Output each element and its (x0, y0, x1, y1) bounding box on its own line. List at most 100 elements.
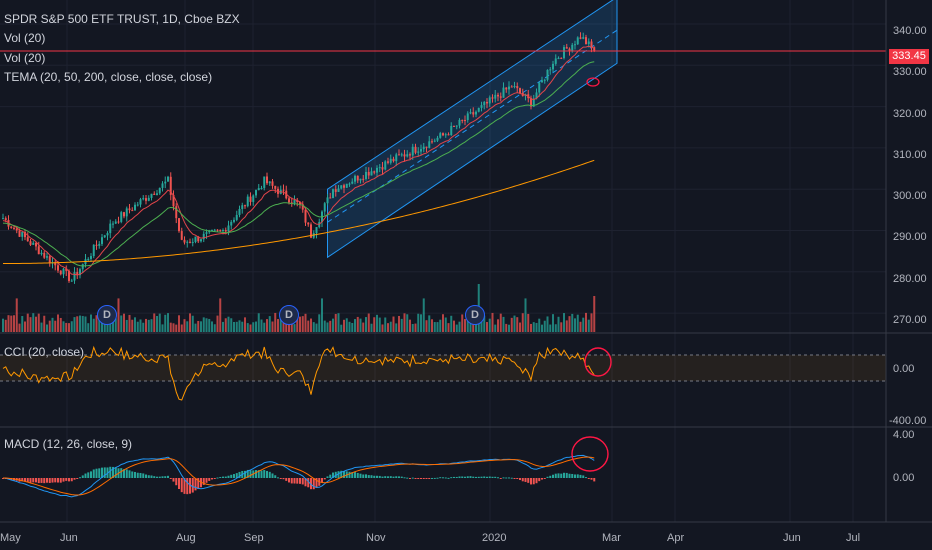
volume-bar (337, 313, 340, 332)
volume-bar (343, 319, 345, 332)
candle-body (351, 181, 354, 184)
candle-body (288, 198, 290, 203)
volume-bar (420, 314, 422, 332)
candle-body (332, 189, 334, 199)
macd-histogram-bar (296, 478, 299, 484)
regression-channel[interactable] (327, 0, 618, 259)
candle-body (508, 86, 510, 90)
volume-bar (334, 313, 337, 332)
candle-body (263, 176, 266, 188)
volume-bar (285, 323, 288, 332)
macd-histogram-bar (68, 478, 70, 482)
drawn-annotations[interactable] (571, 77, 612, 472)
candle-body (464, 120, 466, 122)
candle-body (428, 141, 431, 148)
macd-histogram-bar (290, 478, 293, 484)
volume-bar (200, 321, 202, 332)
candle-body (169, 176, 172, 195)
candle-body (447, 134, 450, 136)
candle-body (255, 190, 257, 196)
volume-bar (153, 313, 156, 332)
volume-bar (318, 314, 321, 332)
candle-body (4, 218, 7, 221)
candle-body (87, 258, 90, 260)
volume-bar (497, 319, 499, 332)
macd-histogram-bar (95, 468, 98, 478)
macd-indicator-label[interactable]: MACD (12, 26, close, 9) (4, 437, 133, 451)
macd-histogram-bar (65, 478, 68, 481)
macd-histogram-bar (436, 477, 439, 479)
macd-histogram-bar (519, 478, 521, 481)
macd-histogram-bar (123, 469, 125, 478)
candle-body (442, 133, 444, 136)
tema-lines (2, 45, 595, 276)
volume-bar (576, 314, 579, 332)
candle-body (417, 151, 420, 153)
price-tick: 270.00 (893, 314, 927, 326)
tema-indicator-label[interactable]: TEMA (20, 50, 200, close, close, close) (4, 70, 213, 84)
candle-body (450, 125, 453, 135)
volume-bar (205, 318, 208, 332)
volume-bar (571, 313, 574, 332)
dividend-badge[interactable]: D (279, 305, 299, 325)
macd-histogram-bar (508, 477, 510, 479)
volume-bar (29, 317, 32, 332)
candle-body (257, 188, 260, 191)
volume-bar (147, 319, 150, 332)
candle-body (224, 230, 227, 232)
vol-indicator-label-2[interactable]: Vol (20) (4, 51, 46, 65)
macd-histogram-bar (376, 475, 378, 478)
candle-body (453, 125, 455, 127)
macd-histogram-bar (293, 478, 296, 484)
macd-histogram-bar (189, 478, 191, 494)
volume-bar (13, 315, 15, 332)
volume-bar (505, 323, 508, 332)
symbol-title[interactable]: SPDR S&P 500 ETF TRUST, 1D, Cboe BZX (4, 12, 240, 26)
candle-body (114, 221, 117, 224)
dividend-badge[interactable]: D (97, 305, 117, 325)
macd-histogram-bar (282, 478, 285, 480)
macd-histogram-bar (164, 476, 167, 478)
volume-bar (24, 321, 26, 332)
candle-body (153, 193, 156, 195)
macd-histogram-bar (329, 474, 332, 478)
macd-histogram-bar (246, 469, 249, 478)
cci-indicator-label[interactable]: CCI (20, close) (4, 345, 85, 359)
candle-body (436, 137, 439, 141)
macd-histogram-bar (37, 478, 40, 484)
macd-histogram-bar (299, 478, 301, 484)
macd-histogram-bar (563, 472, 565, 478)
volume-bar (587, 319, 590, 332)
volume-bar (486, 322, 488, 332)
volume-bar (530, 323, 532, 332)
volume-bar (76, 316, 79, 332)
macd-histogram-bar (208, 478, 211, 481)
vol-indicator-label[interactable]: Vol (20) (4, 31, 46, 45)
candle-body (59, 270, 62, 275)
volume-bar (95, 315, 98, 332)
candle-body (543, 79, 546, 81)
candle-body (455, 125, 458, 127)
macd-histogram-bar (51, 478, 54, 483)
macd-histogram-bar (381, 476, 384, 478)
macd-histogram-bar (354, 472, 356, 478)
volume-bar (425, 320, 428, 332)
macd-histogram-bar (235, 473, 238, 478)
volume-bar (112, 316, 114, 332)
candle-body (532, 98, 535, 107)
candle-body (90, 256, 92, 259)
volume-bar (535, 322, 538, 332)
candle-body (54, 262, 57, 266)
candle-body (222, 230, 224, 232)
volume-bar (359, 318, 362, 332)
candle-body (340, 185, 343, 189)
candle-body (205, 232, 208, 234)
volume-bar (579, 321, 582, 332)
candle-body (398, 154, 400, 156)
volume-bar (117, 298, 120, 332)
candle-body (587, 41, 590, 45)
volume-bar (516, 317, 519, 332)
volume-bar (62, 321, 65, 332)
dividend-badge[interactable]: D (465, 305, 485, 325)
